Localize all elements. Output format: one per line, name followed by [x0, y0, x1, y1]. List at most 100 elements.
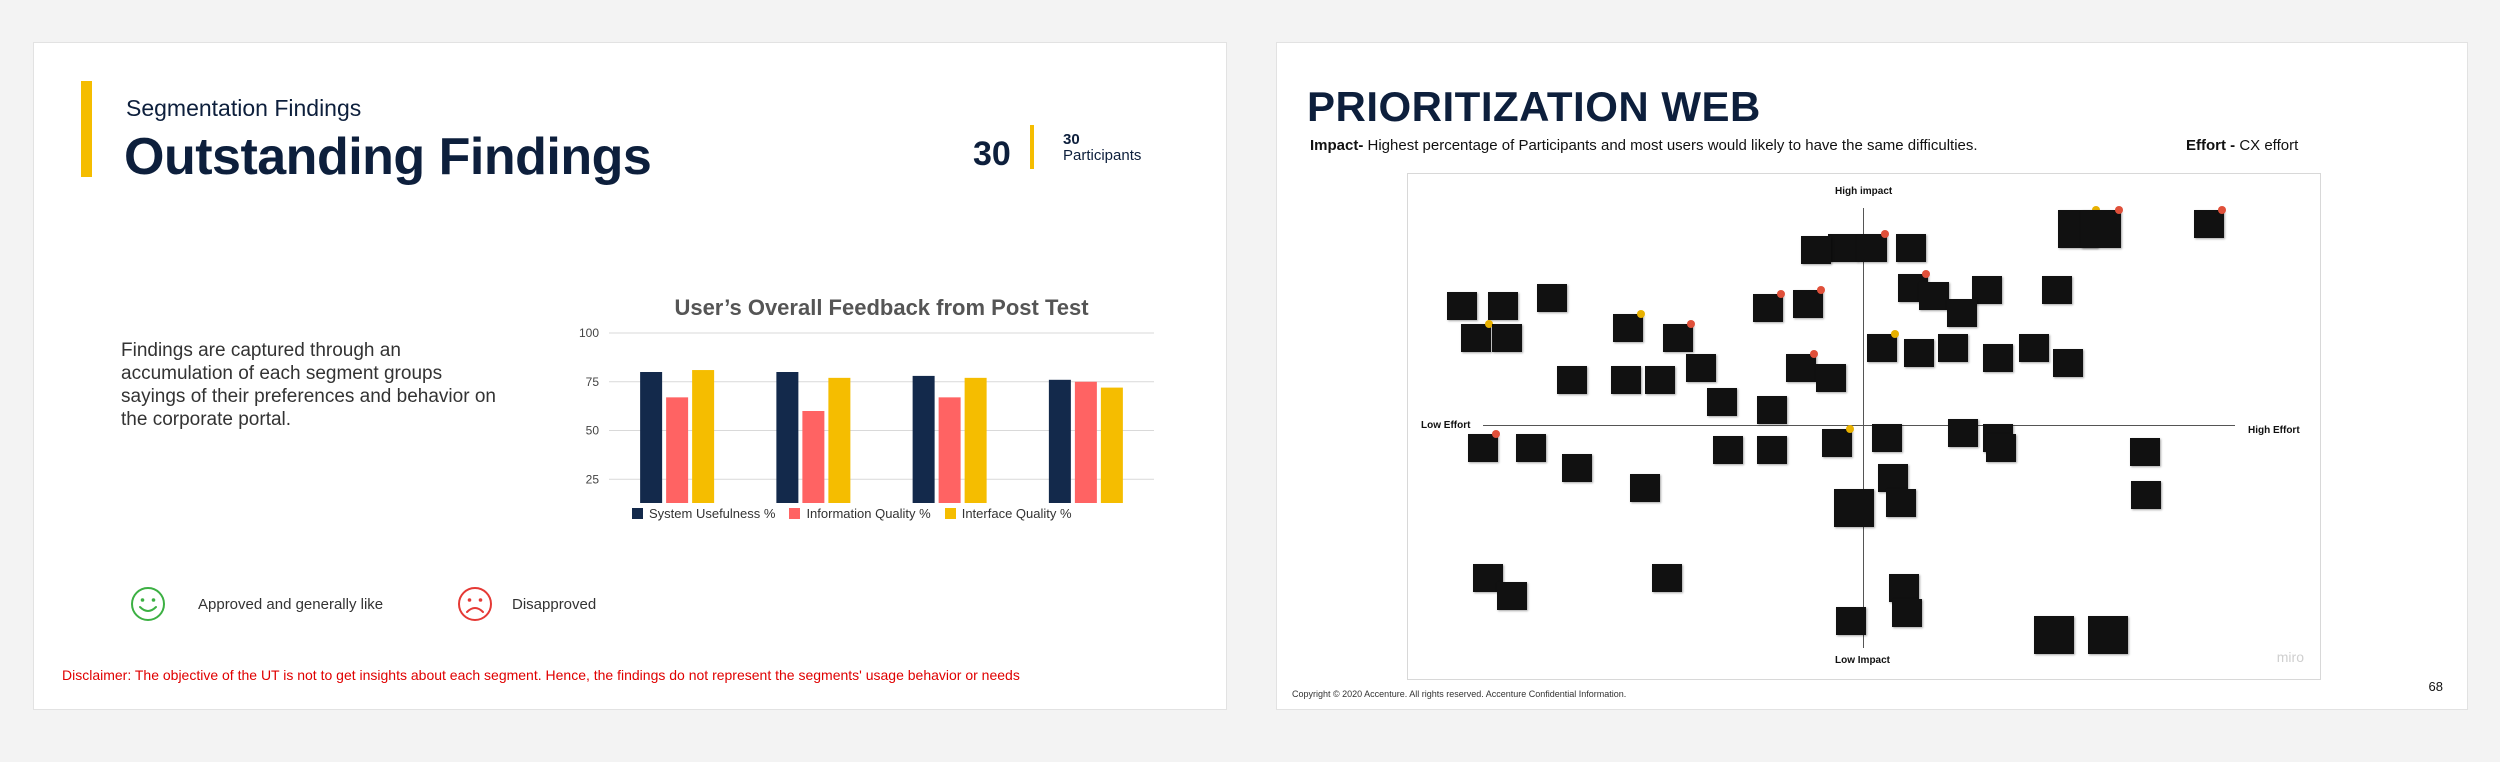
vote-dot — [1485, 320, 1493, 328]
findings-description: Findings are captured through an accumul… — [121, 340, 496, 430]
bar-corp-0 — [912, 375, 935, 503]
sticky-note[interactable] — [1663, 324, 1693, 352]
sticky-note[interactable] — [1613, 314, 1643, 342]
participants-count-small: 30 — [1063, 131, 1080, 148]
bar-sme-2 — [828, 377, 851, 503]
sticky-note[interactable] — [1557, 366, 1587, 394]
sticky-note[interactable] — [1836, 607, 1866, 635]
y-tick-label: 75 — [586, 375, 600, 389]
sticky-note[interactable] — [1461, 324, 1491, 352]
sticky-note[interactable] — [1713, 436, 1743, 464]
sticky-note[interactable] — [2081, 210, 2121, 248]
sticky-note[interactable] — [1919, 282, 1949, 310]
y-tick-label: 100 — [579, 326, 599, 340]
sticky-note[interactable] — [1986, 434, 2016, 462]
sticky-note[interactable] — [1867, 334, 1897, 362]
slide-prioritization-web: PRIORITIZATION WEB Impact- Highest perce… — [1276, 42, 2468, 710]
disapproved-label: Disapproved — [512, 596, 597, 613]
axis-label-high-impact: High impact — [1835, 186, 1893, 197]
sticky-note[interactable] — [1516, 434, 1546, 462]
sticky-note[interactable] — [1447, 292, 1477, 320]
sticky-note[interactable] — [1886, 489, 1916, 517]
sticky-note[interactable] — [1947, 299, 1977, 327]
sticky-note[interactable] — [1878, 464, 1908, 492]
sticky-note[interactable] — [2053, 349, 2083, 377]
participants-label: Participants — [1063, 147, 1142, 164]
impact-key: Impact- — [1310, 137, 1364, 154]
sticky-note[interactable] — [1828, 234, 1858, 262]
y-tick-label: 25 — [586, 472, 600, 486]
effort-text: CX effort — [2235, 137, 2299, 154]
legend-label-information: Information Quality % — [806, 506, 931, 521]
sticky-note[interactable] — [1611, 366, 1641, 394]
bar-ssme-1 — [666, 397, 689, 503]
bar-gov-1 — [1074, 381, 1097, 503]
sticky-note[interactable] — [1537, 284, 1567, 312]
feedback-bar-chart: User’s Overall Feedback from Post Test02… — [579, 295, 1154, 503]
sticky-note[interactable] — [1497, 582, 1527, 610]
y-tick-label: 50 — [586, 424, 600, 438]
bar-ssme-0 — [640, 372, 663, 503]
axis-label-low-impact: Low Impact — [1835, 655, 1891, 666]
sticky-note[interactable] — [1652, 564, 1682, 592]
sticky-note[interactable] — [1488, 292, 1518, 320]
sticky-note[interactable] — [1983, 344, 2013, 372]
impact-text: Highest percentage of Participants and m… — [1363, 137, 1978, 154]
legend-label-interface: Interface Quality % — [961, 506, 1072, 521]
sticky-note[interactable] — [1468, 434, 1498, 462]
sticky-note[interactable] — [1801, 236, 1831, 264]
bar-ssme-2 — [692, 370, 715, 503]
sticky-note[interactable] — [1753, 294, 1783, 322]
sticky-note[interactable] — [2034, 616, 2074, 654]
sticky-note[interactable] — [1857, 234, 1887, 262]
sticky-note[interactable] — [2042, 276, 2072, 304]
sticky-note[interactable] — [1645, 366, 1675, 394]
sticky-note[interactable] — [1786, 354, 1816, 382]
effort-definition: Effort - CX effort — [2186, 137, 2298, 154]
sticky-note[interactable] — [1938, 334, 1968, 362]
sticky-note[interactable] — [1816, 364, 1846, 392]
sticky-note[interactable] — [2019, 334, 2049, 362]
sticky-note[interactable] — [1707, 388, 1737, 416]
sticky-note[interactable] — [1757, 436, 1787, 464]
accent-bar — [81, 81, 92, 177]
sticky-note[interactable] — [1492, 324, 1522, 352]
effort-axis — [1483, 425, 2235, 426]
sticky-note[interactable] — [1904, 339, 1934, 367]
sticky-note[interactable] — [1793, 290, 1823, 318]
miro-board[interactable]: High impact Low Impact Low Effort High E… — [1407, 173, 2321, 680]
section-kicker: Segmentation Findings — [126, 95, 362, 121]
vote-dot — [1817, 286, 1825, 294]
axis-label-low-effort: Low Effort — [1421, 420, 1471, 431]
sticky-note[interactable] — [1948, 419, 1978, 447]
vote-dot — [1687, 320, 1695, 328]
approved-label: Approved and generally like — [198, 596, 384, 613]
legend-swatch-system — [632, 508, 643, 519]
sticky-note[interactable] — [1757, 396, 1787, 424]
vote-dot — [1922, 270, 1930, 278]
legend-label-system: System Usefulness % — [649, 506, 776, 521]
sticky-note[interactable] — [1892, 599, 1922, 627]
legend-swatch-interface — [944, 508, 956, 519]
sticky-note[interactable] — [1872, 424, 1902, 452]
sticky-note[interactable] — [1834, 489, 1874, 527]
vote-dot — [1492, 430, 1500, 438]
sticky-note[interactable] — [1896, 234, 1926, 262]
bar-sme-1 — [802, 411, 825, 503]
bar-gov-0 — [1048, 379, 1071, 503]
sticky-note[interactable] — [1686, 354, 1716, 382]
sticky-note[interactable] — [1972, 276, 2002, 304]
sticky-note[interactable] — [2194, 210, 2224, 238]
sticky-note[interactable] — [2131, 481, 2161, 509]
sticky-note[interactable] — [1822, 429, 1852, 457]
disclaimer-text: Disclaimer: The objective of the UT is n… — [62, 667, 1020, 683]
sticky-note[interactable] — [2130, 438, 2160, 466]
sticky-note[interactable] — [1630, 474, 1660, 502]
sticky-note[interactable] — [2088, 616, 2128, 654]
prioritization-title: PRIORITIZATION WEB — [1307, 83, 1761, 130]
chart-title: User’s Overall Feedback from Post Test — [674, 295, 1089, 320]
sticky-note[interactable] — [1889, 574, 1919, 602]
miro-watermark: miro — [2276, 649, 2304, 665]
sticky-note[interactable] — [1562, 454, 1592, 482]
vote-dot — [2218, 206, 2226, 214]
